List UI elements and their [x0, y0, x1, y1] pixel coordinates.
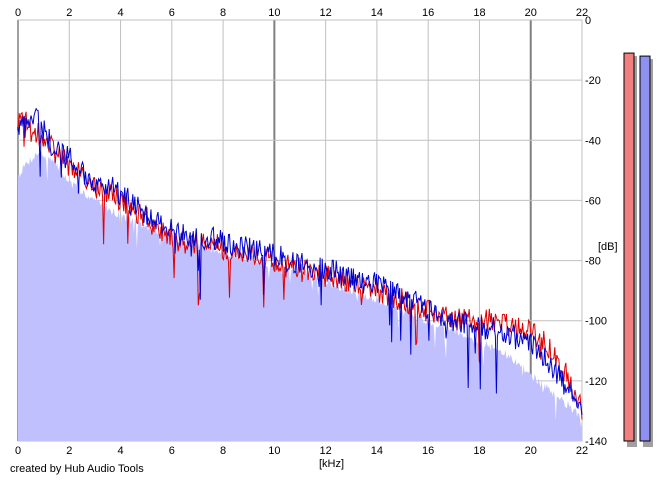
x-tick-label-bottom: 12: [320, 445, 332, 457]
y-tick-label: 0: [585, 15, 591, 27]
x-tick-labels-top: 0 2 4 6 8 10 12 14 16 18 20 22: [15, 7, 588, 19]
x-tick-label-bottom: 18: [473, 445, 485, 457]
x-tick-label-bottom: 10: [268, 445, 280, 457]
spectrum-fill-area: [18, 150, 582, 441]
x-tick-label-top: 0: [15, 7, 21, 19]
x-tick-label-bottom: 22: [576, 445, 588, 457]
y-tick-label: -60: [585, 195, 601, 207]
credit-text: created by Hub Audio Tools: [10, 463, 144, 475]
series-line-blue: [17, 107, 583, 415]
x-tick-label-bottom: 8: [220, 445, 226, 457]
x-tick-label-top: 8: [220, 7, 226, 19]
x-tick-label-top: 12: [320, 7, 332, 19]
x-tick-label-top: 10: [268, 7, 280, 19]
y-tick-label: -120: [585, 376, 607, 388]
y-tick-label: -80: [585, 256, 601, 268]
x-tick-label-bottom: 4: [117, 445, 123, 457]
y-tick-label: -100: [585, 316, 607, 328]
y-tick-label: -40: [585, 135, 601, 147]
series-layer: [17, 107, 583, 420]
x-tick-label-bottom: 14: [371, 445, 383, 457]
level-meters: [623, 52, 653, 447]
x-tick-label-bottom: 20: [525, 445, 537, 457]
x-tick-label-top: 16: [422, 7, 434, 19]
x-tick-label-top: 20: [525, 7, 537, 19]
y-tick-labels: 0 -20 -40 -60 -80 -100 -120 -140: [585, 15, 607, 448]
x-tick-label-bottom: 16: [422, 445, 434, 457]
y-tick-label: -140: [585, 436, 607, 448]
x-tick-label-top: 2: [66, 7, 72, 19]
x-tick-label-top: 6: [169, 7, 175, 19]
x-tick-label-bottom: 6: [169, 445, 175, 457]
y-tick-label: -20: [585, 75, 601, 87]
level-meter-right: [639, 55, 651, 442]
x-tick-label-top: 4: [117, 7, 123, 19]
x-axis-label: [kHz]: [319, 458, 344, 470]
x-tick-label-bottom: 0: [15, 445, 21, 457]
level-meter-left: [623, 52, 635, 442]
x-tick-label-top: 18: [473, 7, 485, 19]
x-tick-label-bottom: 2: [66, 445, 72, 457]
x-tick-label-top: 14: [371, 7, 383, 19]
x-tick-label-top: 22: [576, 7, 588, 19]
area-layer: [18, 150, 582, 441]
x-tick-labels-bottom: 0 2 4 6 8 10 12 14 16 18 20 22: [15, 445, 588, 457]
y-axis-label: [dB]: [598, 241, 618, 253]
